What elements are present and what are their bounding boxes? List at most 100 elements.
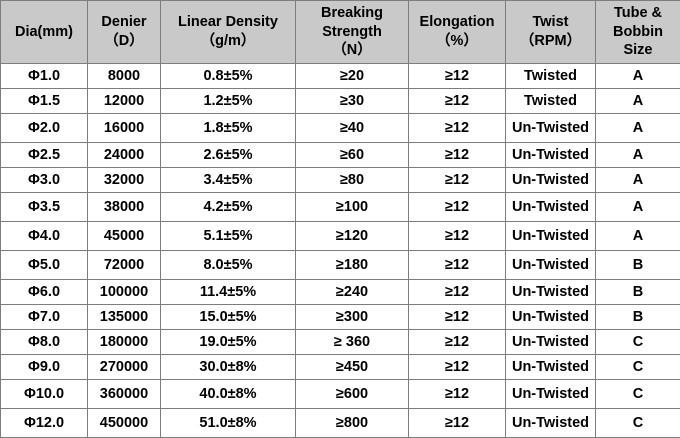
cell-breaking: ≥300 — [296, 305, 409, 330]
column-header-line: Bobbin — [598, 23, 678, 42]
cell-denier: 360000 — [88, 380, 161, 409]
column-header-line: Size — [598, 41, 678, 60]
cell-tube: C — [596, 409, 680, 438]
cell-dia: Φ3.0 — [1, 168, 88, 193]
cell-denier: 16000 — [88, 114, 161, 143]
column-header-denier: Denier（D） — [88, 1, 161, 64]
cell-breaking: ≥20 — [296, 64, 409, 89]
cell-twist: Un-Twisted — [506, 143, 596, 168]
cell-dia: Φ8.0 — [1, 330, 88, 355]
cell-denier: 270000 — [88, 355, 161, 380]
cell-tube: B — [596, 251, 680, 280]
cell-linear: 30.0±8% — [161, 355, 296, 380]
cell-denier: 32000 — [88, 168, 161, 193]
cell-tube: A — [596, 114, 680, 143]
cell-breaking: ≥100 — [296, 193, 409, 222]
cell-linear: 1.8±5% — [161, 114, 296, 143]
cell-elongation: ≥12 — [409, 143, 506, 168]
cell-elongation: ≥12 — [409, 355, 506, 380]
cell-dia: Φ2.5 — [1, 143, 88, 168]
cell-elongation: ≥12 — [409, 193, 506, 222]
column-header-elongation: Elongation（%） — [409, 1, 506, 64]
column-header-line: Tube & — [598, 4, 678, 23]
cell-elongation: ≥12 — [409, 251, 506, 280]
cell-denier: 38000 — [88, 193, 161, 222]
column-header-linear: Linear Density（g/m） — [161, 1, 296, 64]
cell-dia: Φ10.0 — [1, 380, 88, 409]
cell-breaking: ≥180 — [296, 251, 409, 280]
column-header-line: Elongation — [411, 13, 503, 32]
cell-denier: 72000 — [88, 251, 161, 280]
cell-breaking: ≥60 — [296, 143, 409, 168]
cell-denier: 12000 — [88, 89, 161, 114]
column-header-line: Breaking — [298, 4, 406, 23]
cell-linear: 4.2±5% — [161, 193, 296, 222]
spec-table-container: Dia(mm)Denier（D）Linear Density（g/m）Break… — [0, 0, 680, 403]
cell-tube: A — [596, 193, 680, 222]
cell-tube: B — [596, 305, 680, 330]
cell-twist: Un-Twisted — [506, 251, 596, 280]
column-header-line: Denier — [90, 13, 158, 32]
cell-dia: Φ1.0 — [1, 64, 88, 89]
cell-tube: C — [596, 380, 680, 409]
cell-twist: Twisted — [506, 89, 596, 114]
cell-tube: C — [596, 355, 680, 380]
cell-linear: 51.0±8% — [161, 409, 296, 438]
cell-linear: 19.0±5% — [161, 330, 296, 355]
cell-linear: 5.1±5% — [161, 222, 296, 251]
cell-denier: 8000 — [88, 64, 161, 89]
cell-linear: 0.8±5% — [161, 64, 296, 89]
cell-elongation: ≥12 — [409, 305, 506, 330]
column-header-dia: Dia(mm) — [1, 1, 88, 64]
cell-breaking: ≥240 — [296, 280, 409, 305]
column-header-line: Strength — [298, 23, 406, 42]
cell-linear: 8.0±5% — [161, 251, 296, 280]
column-header-line: （g/m） — [163, 32, 293, 51]
cell-tube: A — [596, 168, 680, 193]
cell-twist: Un-Twisted — [506, 409, 596, 438]
cell-twist: Un-Twisted — [506, 355, 596, 380]
cell-twist: Un-Twisted — [506, 114, 596, 143]
cell-denier: 450000 — [88, 409, 161, 438]
cell-dia: Φ2.0 — [1, 114, 88, 143]
cell-breaking: ≥30 — [296, 89, 409, 114]
cell-elongation: ≥12 — [409, 222, 506, 251]
cell-linear: 40.0±8% — [161, 380, 296, 409]
cell-linear: 3.4±5% — [161, 168, 296, 193]
cell-dia: Φ4.0 — [1, 222, 88, 251]
table-header: Dia(mm)Denier（D）Linear Density（g/m）Break… — [1, 1, 680, 64]
cell-denier: 180000 — [88, 330, 161, 355]
cell-elongation: ≥12 — [409, 114, 506, 143]
cell-breaking: ≥600 — [296, 380, 409, 409]
cell-dia: Φ3.5 — [1, 193, 88, 222]
cell-dia: Φ5.0 — [1, 251, 88, 280]
cell-linear: 11.4±5% — [161, 280, 296, 305]
cell-dia: Φ6.0 — [1, 280, 88, 305]
cell-denier: 100000 — [88, 280, 161, 305]
cell-denier: 24000 — [88, 143, 161, 168]
column-header-twist: Twist（RPM） — [506, 1, 596, 64]
cell-tube: C — [596, 330, 680, 355]
cell-denier: 45000 — [88, 222, 161, 251]
cell-breaking: ≥ 360 — [296, 330, 409, 355]
cell-tube: A — [596, 222, 680, 251]
cell-twist: Un-Twisted — [506, 280, 596, 305]
column-header-line: （%） — [411, 32, 503, 51]
column-header-line: Linear Density — [163, 13, 293, 32]
cell-linear: 15.0±5% — [161, 305, 296, 330]
cell-elongation: ≥12 — [409, 64, 506, 89]
